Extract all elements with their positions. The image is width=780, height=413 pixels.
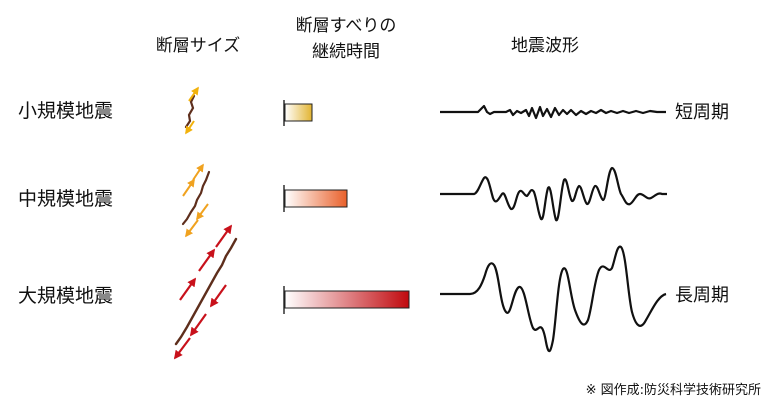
slip-arrow-medium-up-1: [192, 163, 204, 181]
row-label-large: 大規模地震: [18, 285, 113, 307]
fault-line-small: [184, 94, 196, 129]
header-fault-size: 断層サイズ: [156, 36, 241, 56]
fault-line-large: [174, 237, 238, 346]
duration-bar-medium: [284, 189, 348, 208]
fault-large: [173, 224, 238, 360]
row-label-small: 小規模地震: [18, 100, 113, 122]
duration-medium: [283, 185, 348, 212]
waveform-large: [440, 245, 667, 353]
slip-arrow-large-up-1: [215, 224, 233, 248]
header-slip-duration-line1: 断層すべりの: [296, 16, 397, 36]
duration-large: [283, 286, 410, 314]
slip-arrow-small-up: [188, 86, 199, 102]
slip-arrow-small-down: [185, 120, 195, 135]
credit-note: ※ 図作成:防災科学技術研究所: [586, 382, 761, 398]
slip-arrow-large-up-2: [198, 248, 216, 272]
header-slip-duration-line2: 継続時間: [312, 42, 380, 62]
duration-bar-large: [284, 290, 410, 309]
slip-arrow-large-down-2: [189, 313, 207, 337]
row-label-medium: 中規模地震: [18, 188, 113, 210]
fault-medium: [181, 163, 211, 238]
wave-label-short-period: 短周期: [675, 102, 729, 123]
slip-arrow-medium-down-2: [185, 219, 199, 238]
slip-arrow-medium-up-2: [182, 178, 195, 197]
slip-arrow-large-up-3: [179, 277, 197, 301]
waveform-small: [440, 104, 666, 120]
slip-arrow-medium-down-1: [196, 203, 209, 221]
fault-small: [184, 86, 199, 135]
wave-label-long-period: 長周期: [675, 285, 729, 306]
duration-bar-small: [284, 103, 313, 122]
header-waveform: 地震波形: [511, 36, 579, 56]
slip-arrow-large-down-1: [209, 284, 227, 308]
duration-small: [283, 100, 313, 126]
slip-arrow-large-down-3: [173, 337, 191, 360]
waveform-medium: [440, 166, 667, 222]
fault-line-medium: [181, 170, 211, 226]
